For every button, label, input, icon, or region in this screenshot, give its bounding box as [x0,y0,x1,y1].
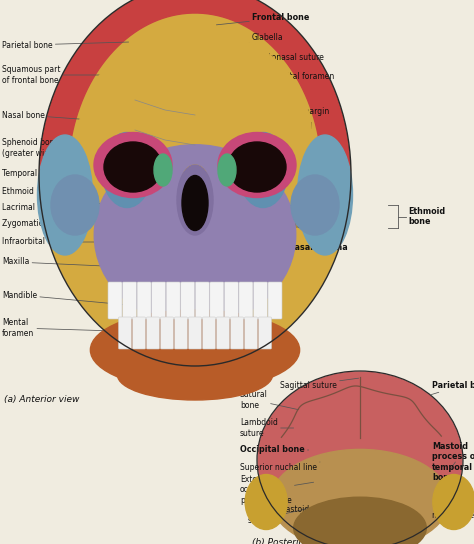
FancyBboxPatch shape [174,317,188,349]
FancyBboxPatch shape [217,317,229,349]
FancyBboxPatch shape [181,282,195,319]
FancyBboxPatch shape [239,282,253,319]
Text: Sphenoid bone
(greater wing): Sphenoid bone (greater wing) [2,138,134,158]
Text: Glabella: Glabella [197,34,283,55]
Text: External
occipital
crest: External occipital crest [299,509,337,543]
Ellipse shape [79,30,311,239]
Ellipse shape [94,145,296,325]
Text: Middle nasal concha: Middle nasal concha [219,203,330,213]
Text: (b) Posterior view: (b) Posterior view [252,538,331,544]
Text: Parietal bone: Parietal bone [2,40,128,50]
FancyBboxPatch shape [146,317,159,349]
Ellipse shape [181,165,209,205]
Text: Inferior orbital
fissure: Inferior orbital fissure [223,165,307,185]
Ellipse shape [218,154,236,186]
Text: Supraorbital foramen
(notch): Supraorbital foramen (notch) [210,72,334,95]
Ellipse shape [298,135,353,255]
Text: Temporal bone: Temporal bone [2,169,114,177]
Text: Parietal bone: Parietal bone [431,380,474,394]
Ellipse shape [218,133,296,197]
Ellipse shape [102,133,152,207]
FancyBboxPatch shape [195,282,210,319]
Ellipse shape [104,142,162,192]
Ellipse shape [94,133,172,197]
Text: Infraorbital foramen: Infraorbital foramen [2,238,137,246]
FancyBboxPatch shape [210,282,224,319]
FancyBboxPatch shape [166,282,180,319]
FancyBboxPatch shape [245,317,257,349]
FancyBboxPatch shape [189,317,201,349]
Text: Sutural
bone: Sutural bone [224,339,252,368]
Polygon shape [40,0,350,175]
Text: Zygomatic bone: Zygomatic bone [2,219,118,228]
Text: Inferior
nuchal line: Inferior nuchal line [432,500,474,520]
Text: Frontal bone: Frontal bone [217,14,310,25]
Ellipse shape [40,0,350,365]
Ellipse shape [294,497,426,544]
Text: Maxilla: Maxilla [2,257,146,268]
Text: Frontonasal suture: Frontonasal suture [201,53,324,72]
Text: Superior nuchal line: Superior nuchal line [240,462,320,473]
FancyBboxPatch shape [118,317,131,349]
Ellipse shape [238,133,288,207]
Text: Squamous part
of frontal bone: Squamous part of frontal bone [2,65,128,85]
FancyBboxPatch shape [152,282,165,319]
FancyBboxPatch shape [268,282,282,319]
Ellipse shape [91,310,300,390]
Text: Optic canal: Optic canal [218,148,295,159]
Text: Mandibular
symphysis: Mandibular symphysis [140,346,191,385]
Text: Ethmoid
bone: Ethmoid bone [408,207,445,226]
Text: Mandible: Mandible [2,290,127,305]
Text: Nasal bone: Nasal bone [2,110,161,125]
Ellipse shape [154,154,172,186]
FancyBboxPatch shape [224,282,238,319]
Text: Occipital bone: Occipital bone [240,446,309,454]
Text: Ethmoid bone: Ethmoid bone [2,182,146,195]
Ellipse shape [228,142,286,192]
FancyBboxPatch shape [254,282,267,319]
Ellipse shape [182,176,208,231]
Ellipse shape [37,135,92,255]
Text: Supraorbital margin: Supraorbital margin [211,108,329,116]
FancyBboxPatch shape [137,282,151,319]
Text: Lacrimal bone: Lacrimal bone [2,200,156,213]
Ellipse shape [291,175,339,235]
Text: Sutural
bone: Sutural bone [240,390,299,410]
Ellipse shape [118,350,273,400]
Text: Inferior nasal concha: Inferior nasal concha [213,244,348,252]
Text: (a) Anterior view: (a) Anterior view [4,395,79,404]
Ellipse shape [51,175,99,235]
Text: External
occipital
protuberance: External occipital protuberance [240,475,314,505]
Text: Mental
foramen: Mental foramen [2,318,146,338]
Text: Lambdoid
suture: Lambdoid suture [240,418,293,438]
Text: Occipitomastoid
suture: Occipitomastoid suture [248,505,310,525]
Text: Sagittal suture: Sagittal suture [280,378,359,390]
Text: Superior orbital
fissure: Superior orbital fissure [219,122,312,141]
FancyBboxPatch shape [133,317,146,349]
FancyBboxPatch shape [161,317,173,349]
Ellipse shape [245,474,287,529]
Ellipse shape [177,165,213,235]
Text: Vomer: Vomer [203,265,276,275]
FancyBboxPatch shape [202,317,216,349]
Ellipse shape [258,372,462,544]
Text: Mastoid
process of
temporal
bone: Mastoid process of temporal bone [432,442,474,482]
FancyBboxPatch shape [108,282,122,319]
FancyBboxPatch shape [123,282,137,319]
Ellipse shape [271,449,449,544]
Text: Perpendicular plate: Perpendicular plate [211,220,327,230]
Text: Occipital
condyle: Occipital condyle [348,511,382,537]
Ellipse shape [433,474,474,529]
FancyBboxPatch shape [230,317,244,349]
FancyBboxPatch shape [258,317,272,349]
